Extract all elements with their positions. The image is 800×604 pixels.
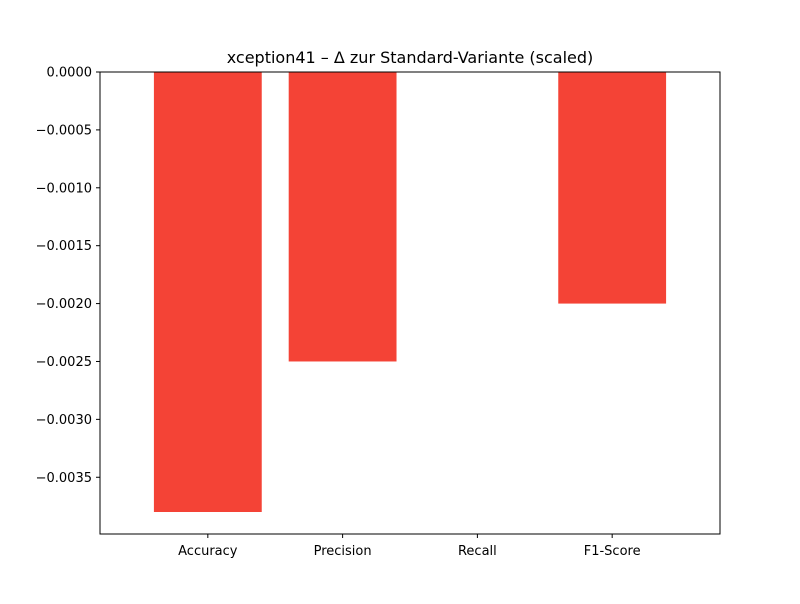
x-tick-label: Recall bbox=[458, 544, 497, 559]
y-tick-label: 0.0000 bbox=[47, 66, 93, 81]
bar-accuracy bbox=[153, 72, 262, 512]
y-tick-label: −0.0015 bbox=[36, 239, 92, 254]
x-tick-label: F1-Score bbox=[584, 544, 641, 559]
y-tick-label: −0.0030 bbox=[36, 413, 92, 428]
chart-title: xception41 – Δ zur Standard-Variante (sc… bbox=[227, 48, 594, 67]
x-tick-label: Accuracy bbox=[178, 544, 238, 559]
bars-group bbox=[153, 72, 667, 512]
bar-f1-score bbox=[558, 72, 667, 304]
y-tick-label: −0.0025 bbox=[36, 355, 92, 370]
y-axis: 0.0000 −0.0005 −0.0010 −0.0015 −0.0020 −0.002… bbox=[36, 66, 100, 486]
x-tick-label: Precision bbox=[314, 544, 372, 559]
y-tick-label: −0.0010 bbox=[36, 181, 92, 196]
y-tick-label: −0.0020 bbox=[36, 297, 92, 312]
plot-frame bbox=[99, 71, 721, 535]
x-axis: Accuracy Precision Recall F1-Score bbox=[178, 534, 641, 559]
bar-precision bbox=[288, 72, 397, 362]
y-tick-label: −0.0035 bbox=[36, 471, 92, 486]
y-tick-label: −0.0005 bbox=[36, 123, 92, 138]
